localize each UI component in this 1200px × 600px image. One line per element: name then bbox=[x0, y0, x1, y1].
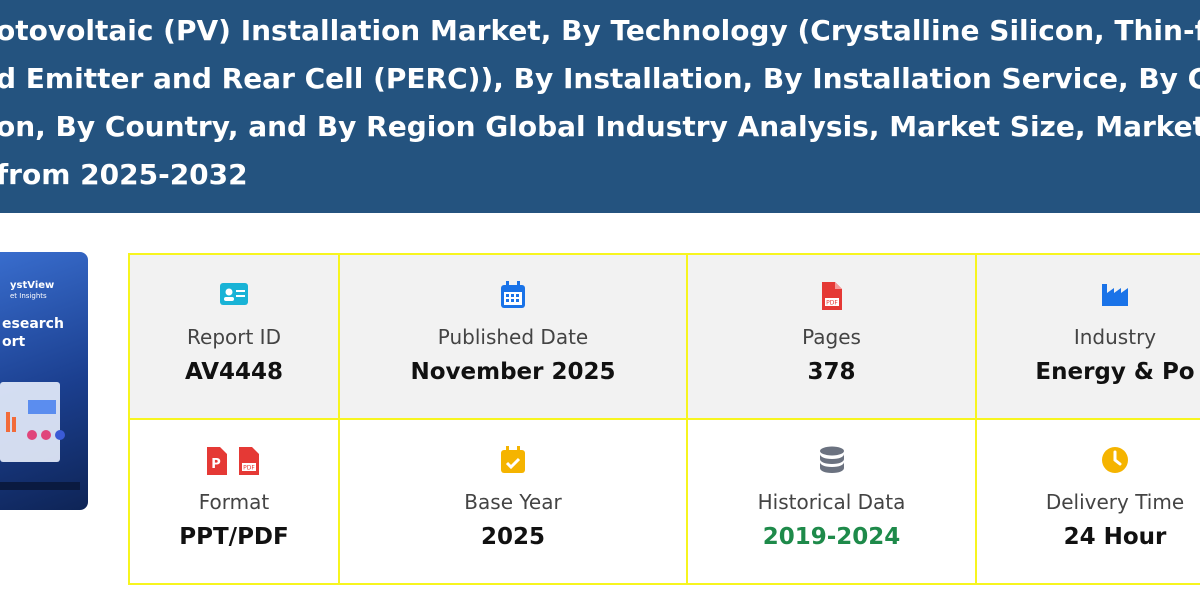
info-label: Format bbox=[198, 490, 270, 514]
clock-icon bbox=[1102, 447, 1128, 473]
info-value: 2025 bbox=[480, 524, 545, 550]
info-value: 378 bbox=[807, 359, 856, 385]
info-cell: P PDF Format PPT/PDF bbox=[128, 418, 340, 585]
info-cell: PDF Pages 378 bbox=[686, 253, 977, 420]
info-cell: Base Year 2025 bbox=[338, 418, 688, 585]
title-line: from 2025-2032 bbox=[0, 158, 248, 191]
id-icon bbox=[220, 283, 248, 305]
info-cell: Report ID AV4448 bbox=[128, 253, 340, 420]
info-label: Pages bbox=[802, 325, 861, 349]
svg-text:PDF: PDF bbox=[243, 465, 255, 472]
info-cell: Published Date November 2025 bbox=[338, 253, 688, 420]
info-label: Historical Data bbox=[757, 490, 906, 514]
info-label: Report ID bbox=[187, 325, 281, 349]
report-table: Report ID AV4448 Published Date November… bbox=[128, 253, 1200, 585]
calendar-icon bbox=[501, 281, 525, 308]
info-value: AV4448 bbox=[184, 359, 284, 385]
info-value: 24 Hour bbox=[1063, 524, 1167, 550]
cover-text: esearch bbox=[2, 316, 64, 332]
format-icon: P PDF bbox=[207, 447, 259, 475]
info-label: Delivery Time bbox=[1045, 490, 1185, 514]
cover-text: et Insights bbox=[10, 292, 47, 300]
info-cell: Industry Energy & Po bbox=[975, 253, 1200, 420]
info-value: 2019-2024 bbox=[762, 524, 901, 550]
info-cell: Delivery Time 24 Hour bbox=[975, 418, 1200, 585]
info-value: PPT/PDF bbox=[179, 524, 289, 550]
cover-text: ystView bbox=[10, 280, 55, 291]
title-line: d Emitter and Rear Cell (PERC)), By Inst… bbox=[0, 62, 1200, 95]
svg-text:P: P bbox=[211, 457, 221, 472]
header: otovoltaic (PV) Installation Market, By … bbox=[0, 0, 1200, 213]
title-line: otovoltaic (PV) Installation Market, By … bbox=[0, 14, 1200, 47]
industry-icon bbox=[1102, 284, 1128, 306]
pdf-icon: PDF bbox=[821, 282, 842, 310]
database-icon bbox=[819, 446, 844, 473]
info-cell: Historical Data 2019-2024 bbox=[686, 418, 977, 585]
cover-text: ort bbox=[2, 334, 26, 350]
svg-text:PDF: PDF bbox=[826, 300, 838, 307]
info-label: Published Date bbox=[437, 325, 589, 349]
info-value: Energy & Po bbox=[1035, 359, 1195, 385]
cover-art bbox=[0, 382, 80, 490]
calendar-check-icon bbox=[501, 446, 525, 473]
report-cover[interactable]: ystView et Insights esearch ort bbox=[0, 252, 88, 510]
title-line: on, By Country, and By Region Global Ind… bbox=[0, 110, 1200, 143]
info-value: November 2025 bbox=[410, 359, 616, 385]
info-label: Base Year bbox=[464, 490, 562, 514]
info-label: Industry bbox=[1073, 325, 1157, 349]
